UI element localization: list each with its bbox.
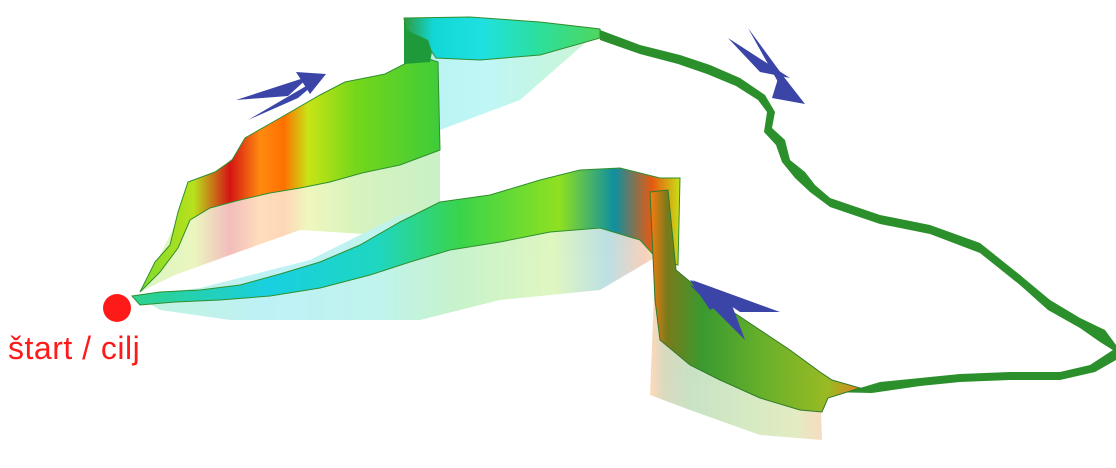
route-ribbon-right-descent: [649, 189, 862, 413]
start-marker-dot: [103, 294, 131, 322]
direction-arrow-top-right: [728, 28, 805, 104]
start-finish-label: štart / cilj: [8, 330, 141, 366]
direction-arrow-bottom-right: [690, 280, 780, 340]
route-ribbon-top: [403, 16, 601, 64]
route-ribbon-inner-return: [131, 167, 681, 306]
route-ribbon-outer-descent: [600, 30, 1116, 393]
direction-arrow-left: [236, 72, 326, 120]
